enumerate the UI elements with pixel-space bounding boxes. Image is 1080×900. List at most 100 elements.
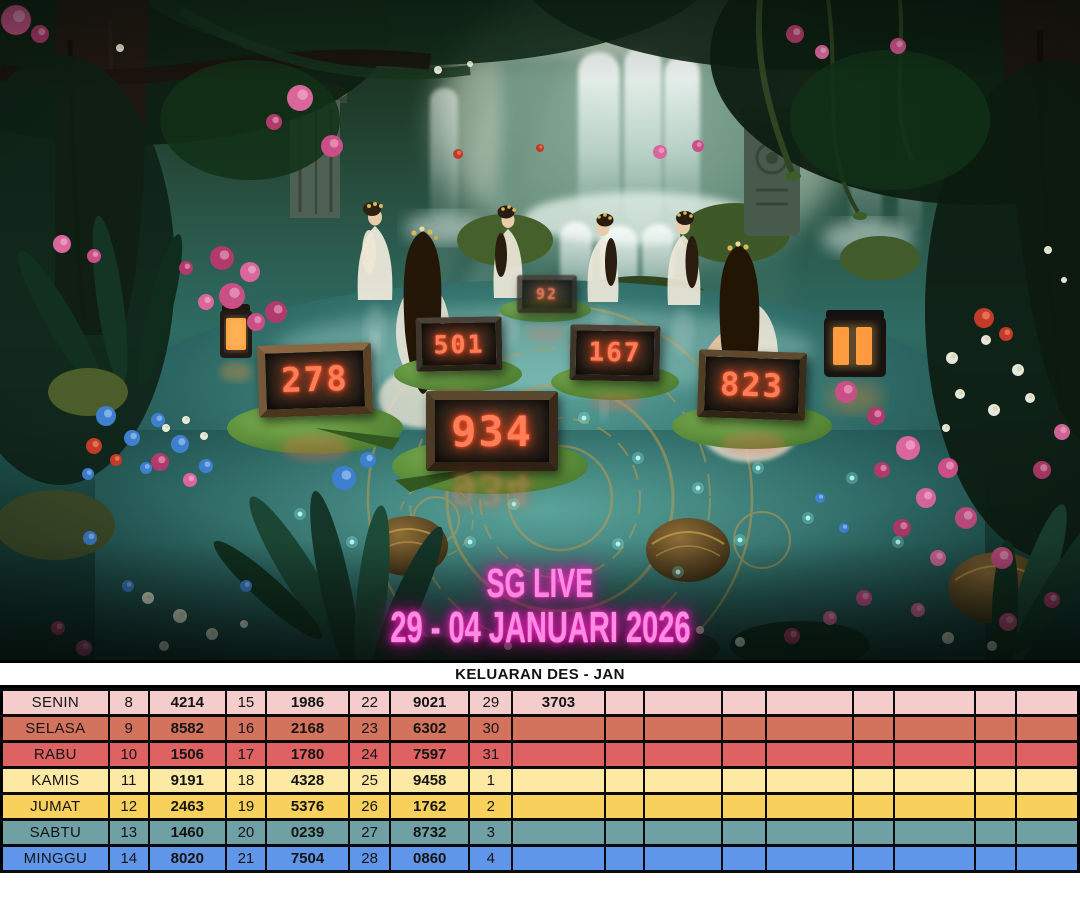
flower [240,620,248,628]
flower [140,462,152,474]
result-cell: 8582 [147,714,227,743]
number-box-digits: 823 [719,364,785,406]
flower [240,580,252,592]
date-cell: 18 [224,766,267,795]
flower [434,66,442,74]
result-cell: 4214 [147,688,227,717]
flower [1,5,31,35]
flower [179,261,193,275]
date-cell: 12 [107,792,150,821]
result-cell: 6302 [389,714,471,743]
result-cell: 8020 [147,844,227,873]
flower [206,628,218,640]
scene-art [0,0,1080,660]
date-cell [720,766,767,795]
date-cell: 14 [107,844,150,873]
date-cell: 2 [468,792,514,821]
result-cell: 1460 [147,818,227,847]
result-cell [642,818,723,847]
date-cell [974,792,1018,821]
result-cell: 1762 [389,792,471,821]
result-cell: 4328 [264,766,351,795]
flower [51,621,65,635]
figure [667,211,701,356]
date-cell: 31 [468,740,514,769]
result-cell [1015,818,1080,847]
flower [116,44,124,52]
table-row: SENIN 8 4214 15 1986 22 9021 29 3703 [0,688,1080,717]
flower [942,632,954,644]
flower [916,488,936,508]
date-cell [720,844,767,873]
flower [247,313,265,331]
date-cell [603,792,645,821]
result-cell: 0860 [389,844,471,873]
date-cell [974,818,1018,847]
flower [815,45,829,59]
result-cell [1015,688,1080,717]
result-cell [764,818,854,847]
flower [173,609,187,623]
result-cell [1015,766,1080,795]
results-table: SENIN 8 4214 15 1986 22 9021 29 3703 SELASA 9 8582 1… [0,688,1080,873]
date-cell: 3 [468,818,514,847]
flower [890,38,906,54]
date-cell [974,688,1018,717]
date-cell [851,766,896,795]
result-cell [893,714,977,743]
flower [988,404,1000,416]
flower-clusters [1,5,1070,656]
result-cell: 9458 [389,766,471,795]
flower [999,613,1017,631]
flower [893,519,911,537]
result-cell [893,818,977,847]
flower [653,145,667,159]
flower [839,523,849,533]
flower [874,462,890,478]
flower [240,262,260,282]
date-cell: 20 [224,818,267,847]
date-cell [851,740,896,769]
flower [955,389,965,399]
result-cell [764,792,854,821]
date-cell: 22 [348,688,392,717]
result-cell: 3703 [511,688,606,717]
flower [696,626,704,634]
flower [124,430,140,446]
flower [76,640,92,656]
flower [955,507,977,529]
result-cell: 7504 [264,844,351,873]
result-cell [511,792,606,821]
number-box: 934 934 [426,391,558,514]
flower [991,547,1013,569]
flower [786,25,804,43]
flower [896,436,920,460]
day-cell: KAMIS [0,766,110,795]
flower [82,468,94,480]
date-cell: 4 [468,844,514,873]
table-row: MINGGU 14 8020 21 7504 28 0860 4 [0,844,1080,873]
number-box-digits: 501 [433,329,485,359]
number-box-digits: 167 [588,337,642,369]
date-cell: 10 [107,740,150,769]
flower [162,424,170,432]
flower [835,381,857,403]
date-cell: 17 [224,740,267,769]
result-cell [642,740,723,769]
date-cell: 11 [107,766,150,795]
flower [536,144,544,152]
date-cell: 13 [107,818,150,847]
result-cell: 2463 [147,792,227,821]
result-cell [764,766,854,795]
result-cell [511,818,606,847]
number-box: 278 [256,342,374,418]
result-cell [642,792,723,821]
result-cell [1015,792,1080,821]
result-cell: 1986 [264,688,351,717]
date-cell: 24 [348,740,392,769]
jungle-canopy [0,0,1080,560]
number-box: 92 [517,275,577,313]
neon-caption: SG LIVE 29 - 04 JANUARI 2026 [0,563,1080,650]
table-row: KAMIS 11 9191 18 4328 25 9458 1 [0,766,1080,795]
flower [53,235,71,253]
